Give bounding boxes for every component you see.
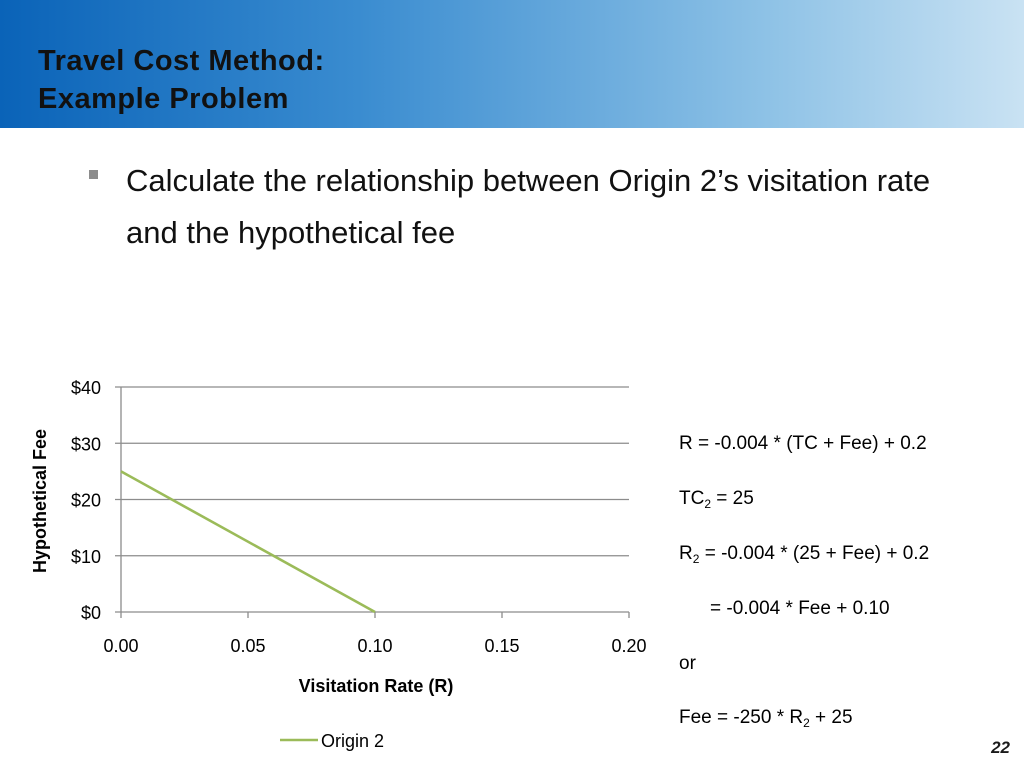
bullet-text: Calculate the relationship between Origi…	[126, 163, 931, 250]
equation-line-2-rest: = 25	[711, 488, 754, 509]
series-line-origin-2	[120, 470, 376, 614]
legend-label: Origin 2	[321, 731, 384, 751]
equation-line-6-subscript: 2	[803, 716, 810, 730]
x-axis-label: Visitation Rate (R)	[299, 676, 454, 696]
equation-line-4: = -0.004 * Fee + 0.10	[710, 598, 890, 619]
equation-line-3: R2 = -0.004 * (25 + Fee) + 0.2	[679, 543, 929, 566]
y-tick-label: $20	[71, 491, 101, 511]
y-tick-labels: $0 $10 $20 $30 $40	[71, 378, 101, 623]
equation-line-3-subscript: 2	[692, 552, 700, 566]
x-tick-labels: 0.00 0.05 0.10 0.15 0.20	[103, 636, 646, 656]
y-axis-label: Hypothetical Fee	[30, 429, 50, 573]
page-number: 22	[991, 738, 1010, 757]
chart-legend: Origin 2	[280, 731, 384, 751]
x-tick-label: 0.05	[230, 636, 265, 656]
equation-line-3-rest: = -0.004 * (25 + Fee) + 0.2	[699, 543, 930, 564]
equation-line-1: R = -0.004 * (TC + Fee) + 0.2	[679, 433, 927, 454]
title-banner	[0, 0, 1024, 128]
x-tick-label: 0.20	[611, 636, 646, 656]
equation-line-3-base: R	[679, 543, 693, 564]
chart-series	[120, 470, 376, 614]
line-chart: $0 $10 $20 $30 $40 0.00 0.05 0.10 0.15 0.20 Hypo…	[30, 378, 647, 751]
slide-title-line-1: Travel Cost Method:	[38, 45, 325, 77]
equation-line-6: Fee = -250 * R2 + 25	[679, 707, 853, 730]
slide-title-line-2: Example Problem	[38, 83, 289, 115]
x-tick-label: 0.10	[357, 636, 392, 656]
x-tick-label: 0.15	[484, 636, 519, 656]
equation-line-2: TC2 = 25	[679, 488, 754, 511]
slide-title: Travel Cost Method: Example Problem	[38, 42, 325, 118]
y-tick-label: $10	[71, 547, 101, 567]
equation-line-6-rest: + 25	[809, 707, 853, 728]
equation-line-2-base: TC	[679, 488, 705, 509]
chart-gridlines	[115, 386, 630, 618]
y-tick-label: $30	[71, 434, 101, 454]
equation-line-5: or	[679, 653, 696, 674]
y-tick-label: $0	[81, 603, 101, 623]
y-tick-label: $40	[71, 378, 101, 398]
equation-line-6-base: Fee = -250 * R	[679, 707, 804, 728]
equation-line-2-subscript: 2	[704, 497, 712, 511]
x-tick-label: 0.00	[103, 636, 138, 656]
bullet-square-icon	[89, 170, 98, 179]
